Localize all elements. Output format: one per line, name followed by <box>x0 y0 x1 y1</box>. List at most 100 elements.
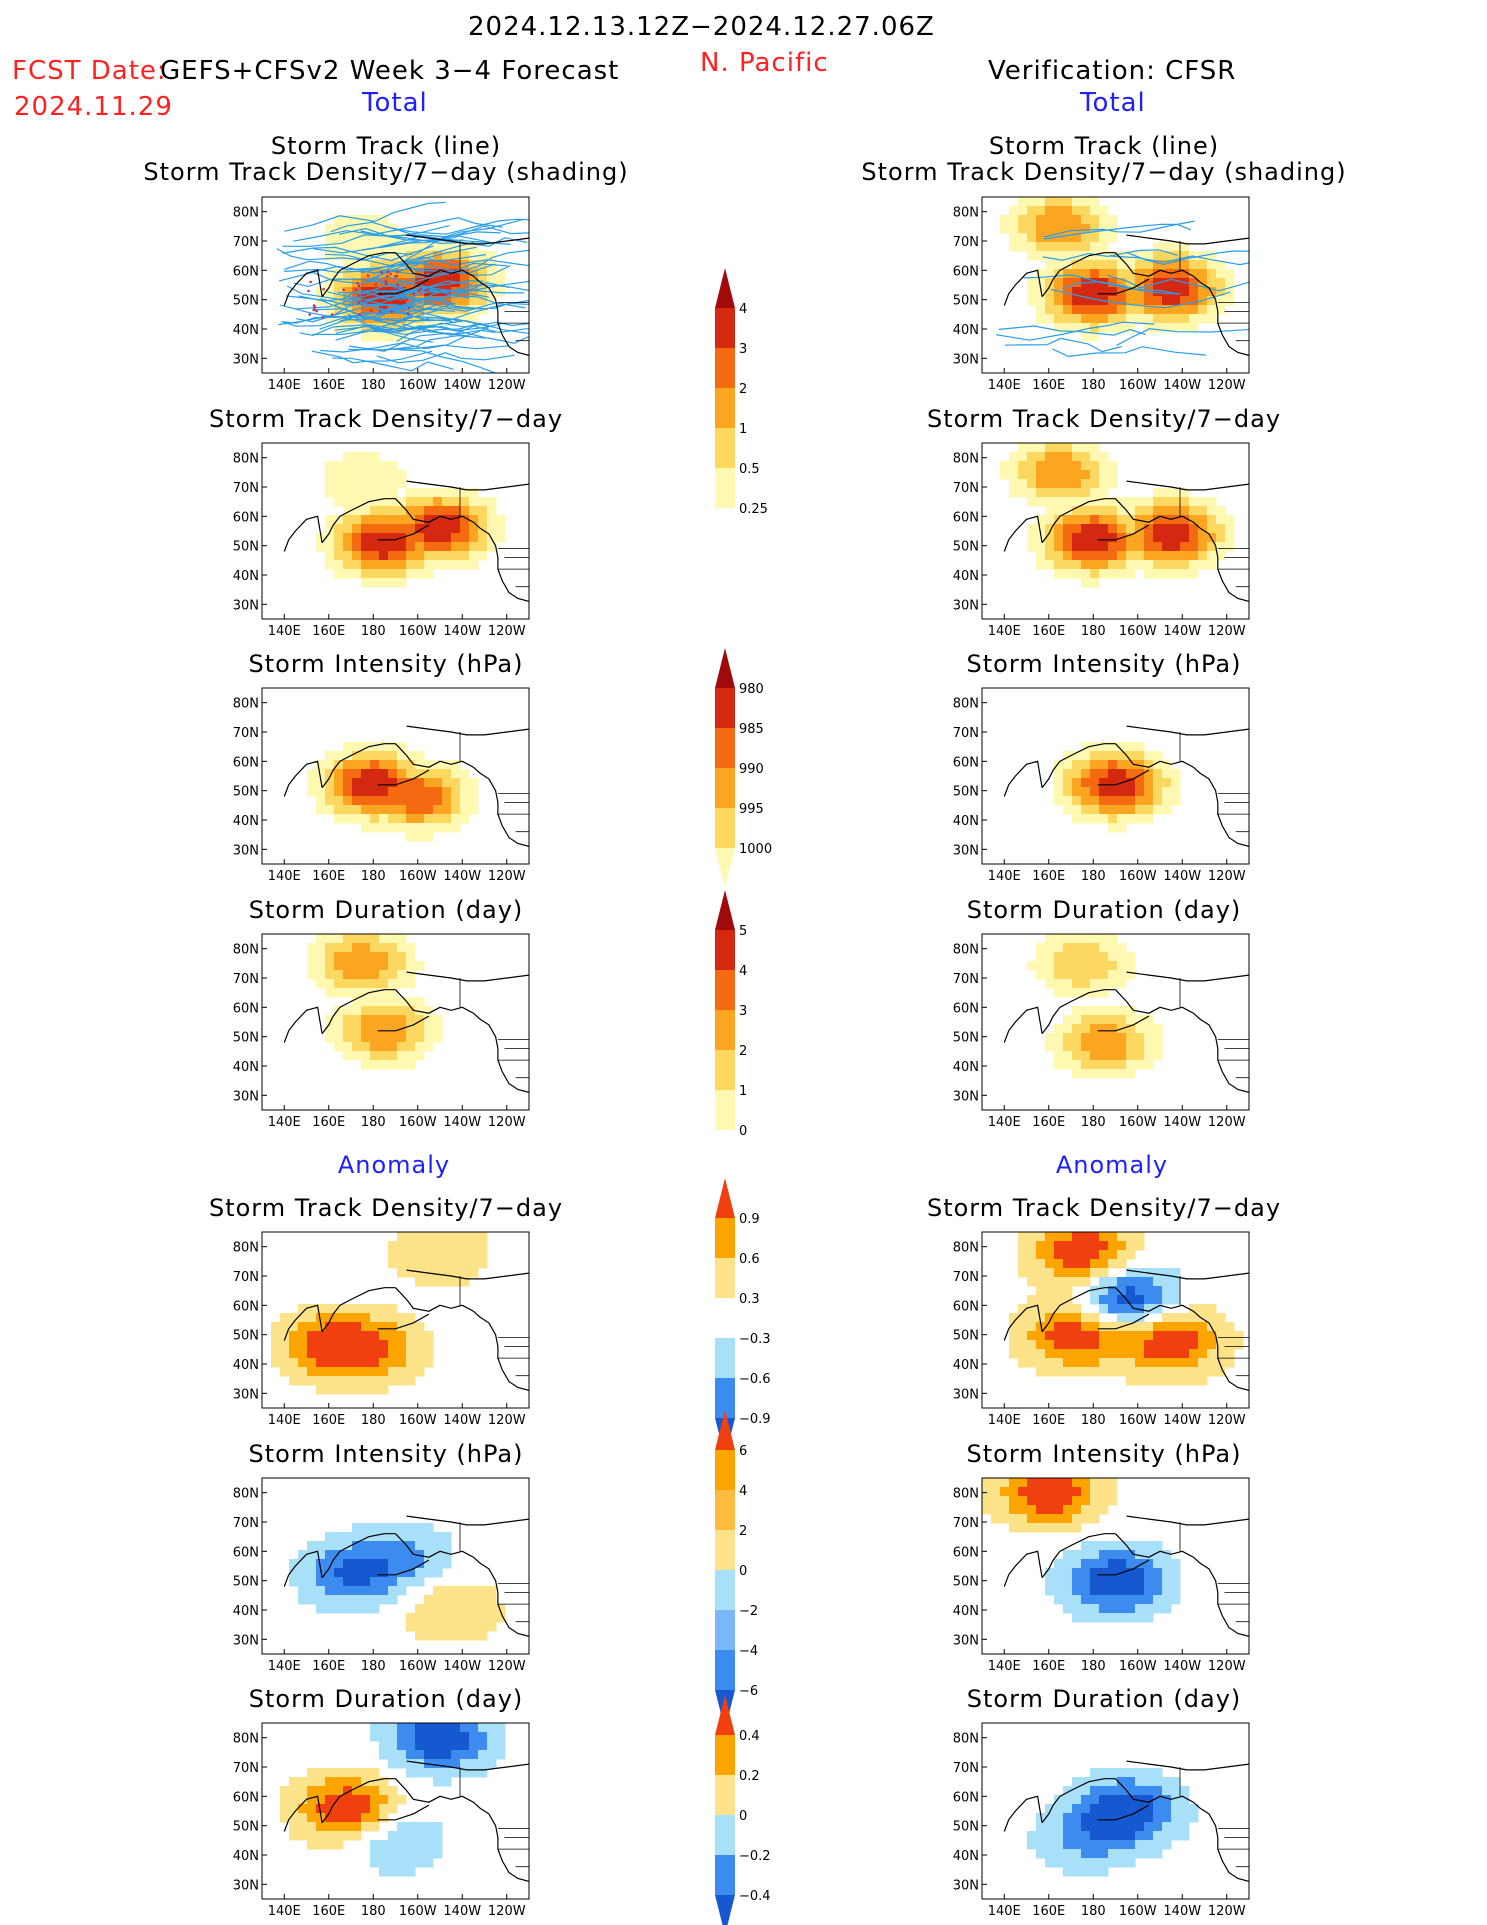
lat-tick-label: 30N <box>953 843 979 858</box>
lat-tick-label: 70N <box>233 1516 259 1531</box>
coastline <box>283 1006 323 1043</box>
lat-tick-label: 40N <box>953 569 979 584</box>
map-frame <box>261 196 530 374</box>
title-duration-right: Storm Duration (day) <box>966 896 1242 924</box>
colorbar-label: 0 <box>739 1124 747 1139</box>
coastline <box>377 1559 430 1576</box>
duration-colorbar: 5 4 3 2 1 0 <box>715 890 747 1170</box>
map-field <box>1003 934 1249 1093</box>
coastline <box>1003 1795 1043 1832</box>
duration-anomaly-colorbar: 0.4 0.2 0 −0.2 −0.4 <box>715 1695 771 1925</box>
coastline <box>395 1778 529 1882</box>
colorbar-label: −0.2 <box>739 1849 771 1864</box>
lat-tick-label: 30N <box>953 1878 979 1893</box>
coastline <box>1126 1269 1249 1280</box>
lon-tick-label: 160W <box>399 378 437 393</box>
colorbar-segment <box>715 1815 735 1855</box>
lon-tick-label: 140W <box>1163 1659 1201 1674</box>
lat-tick-label: 50N <box>233 1031 259 1046</box>
colorbar-segment <box>715 1735 735 1775</box>
lon-tick-label: 160E <box>1032 378 1065 393</box>
colorbar-label: 985 <box>739 722 764 737</box>
lat-tick-label: 30N <box>953 1633 979 1648</box>
lat-tick-label: 50N <box>953 1820 979 1835</box>
map-panel: 80N 70N 60N 50N 40N 30N 140E 160E 180 160W 140W 120… <box>233 442 530 639</box>
storm-genesis-point <box>374 283 378 286</box>
period-title: 2024.12.13.12Z−2024.12.27.06Z <box>468 12 935 42</box>
storm-genesis-point <box>354 288 358 291</box>
storm-track-line <box>284 260 429 271</box>
lon-tick-label: 140W <box>443 1659 481 1674</box>
colorbar-cap <box>715 508 735 548</box>
lat-tick-label: 60N <box>233 510 259 525</box>
lon-tick-label: 160E <box>312 1659 345 1674</box>
lon-tick-label: 160W <box>399 1413 437 1428</box>
lon-tick-label: 160E <box>1032 624 1065 639</box>
lon-tick-label: 160W <box>399 624 437 639</box>
lat-tick-label: 30N <box>233 1387 259 1402</box>
lat-tick-label: 70N <box>953 235 979 250</box>
lat-tick-label: 80N <box>233 697 259 712</box>
coastline <box>283 1550 323 1587</box>
lon-tick-label: 140W <box>443 378 481 393</box>
storm-genesis-point <box>396 270 399 274</box>
lat-tick-label: 80N <box>953 943 979 958</box>
lon-tick-label: 180 <box>1081 378 1106 393</box>
storm-track-line <box>1004 337 1122 353</box>
lon-tick-label: 140E <box>268 869 301 884</box>
lon-tick-label: 160E <box>1032 1904 1065 1919</box>
coastline <box>1041 743 1116 789</box>
map-field <box>271 1232 529 1395</box>
lat-tick-label: 50N <box>233 1329 259 1344</box>
storm-track-line <box>1110 255 1249 266</box>
lon-tick-label: 160W <box>399 1115 437 1130</box>
lon-tick-label: 160E <box>312 1413 345 1428</box>
lon-tick-label: 120W <box>488 1413 526 1428</box>
lon-tick-label: 180 <box>361 869 386 884</box>
coastline <box>1115 1533 1249 1637</box>
storm-genesis-point <box>312 304 316 307</box>
colorbar-cap <box>715 1410 735 1450</box>
storm-track-line <box>393 249 529 289</box>
lat-tick-label: 60N <box>953 1299 979 1314</box>
title-track-line-right: Storm Track (line) <box>988 132 1220 160</box>
map-frame <box>261 933 530 1111</box>
lon-tick-label: 160E <box>1032 1115 1065 1130</box>
colorbar-segment <box>715 1855 735 1895</box>
storm-track-line <box>335 325 486 341</box>
storm-track-line <box>379 225 529 249</box>
storm-genesis-point <box>384 280 388 283</box>
lon-tick-label: 120W <box>1208 1659 1246 1674</box>
map-field <box>1003 725 1249 847</box>
colorbar-label: −6 <box>739 1684 758 1699</box>
lat-tick-label: 60N <box>953 1545 979 1560</box>
coastline <box>1097 1015 1150 1032</box>
coastline <box>377 1015 430 1032</box>
storm-track-line <box>376 299 529 322</box>
map-field <box>982 1478 1249 1637</box>
lon-tick-label: 140E <box>988 1904 1021 1919</box>
lat-tick-label: 70N <box>953 1270 979 1285</box>
lat-tick-label: 50N <box>953 294 979 309</box>
colorbar-label: 0 <box>739 1564 747 1579</box>
lat-tick-label: 70N <box>233 235 259 250</box>
lon-tick-label: 160E <box>312 378 345 393</box>
lat-tick-label: 30N <box>233 352 259 367</box>
lat-tick-label: 30N <box>953 352 979 367</box>
lat-tick-label: 50N <box>953 1575 979 1590</box>
lat-tick-label: 60N <box>233 264 259 279</box>
coastline <box>1041 498 1116 544</box>
coastline <box>321 252 396 298</box>
storm-genesis-point <box>357 294 360 297</box>
storm-track-line <box>285 295 409 320</box>
coastline <box>1003 515 1043 552</box>
lon-tick-label: 120W <box>1208 869 1246 884</box>
coastline <box>406 1269 529 1280</box>
map-panel: 80N 70N 60N 50N 40N 30N 140E 160E 180 160W 140W 120… <box>233 1231 530 1428</box>
colorbar-segment <box>715 1050 735 1090</box>
storm-genesis-point <box>315 309 318 313</box>
lat-tick-label: 50N <box>233 1820 259 1835</box>
lon-tick-label: 180 <box>1081 1115 1106 1130</box>
lon-tick-label: 140W <box>443 1904 481 1919</box>
lat-tick-label: 70N <box>233 1761 259 1776</box>
